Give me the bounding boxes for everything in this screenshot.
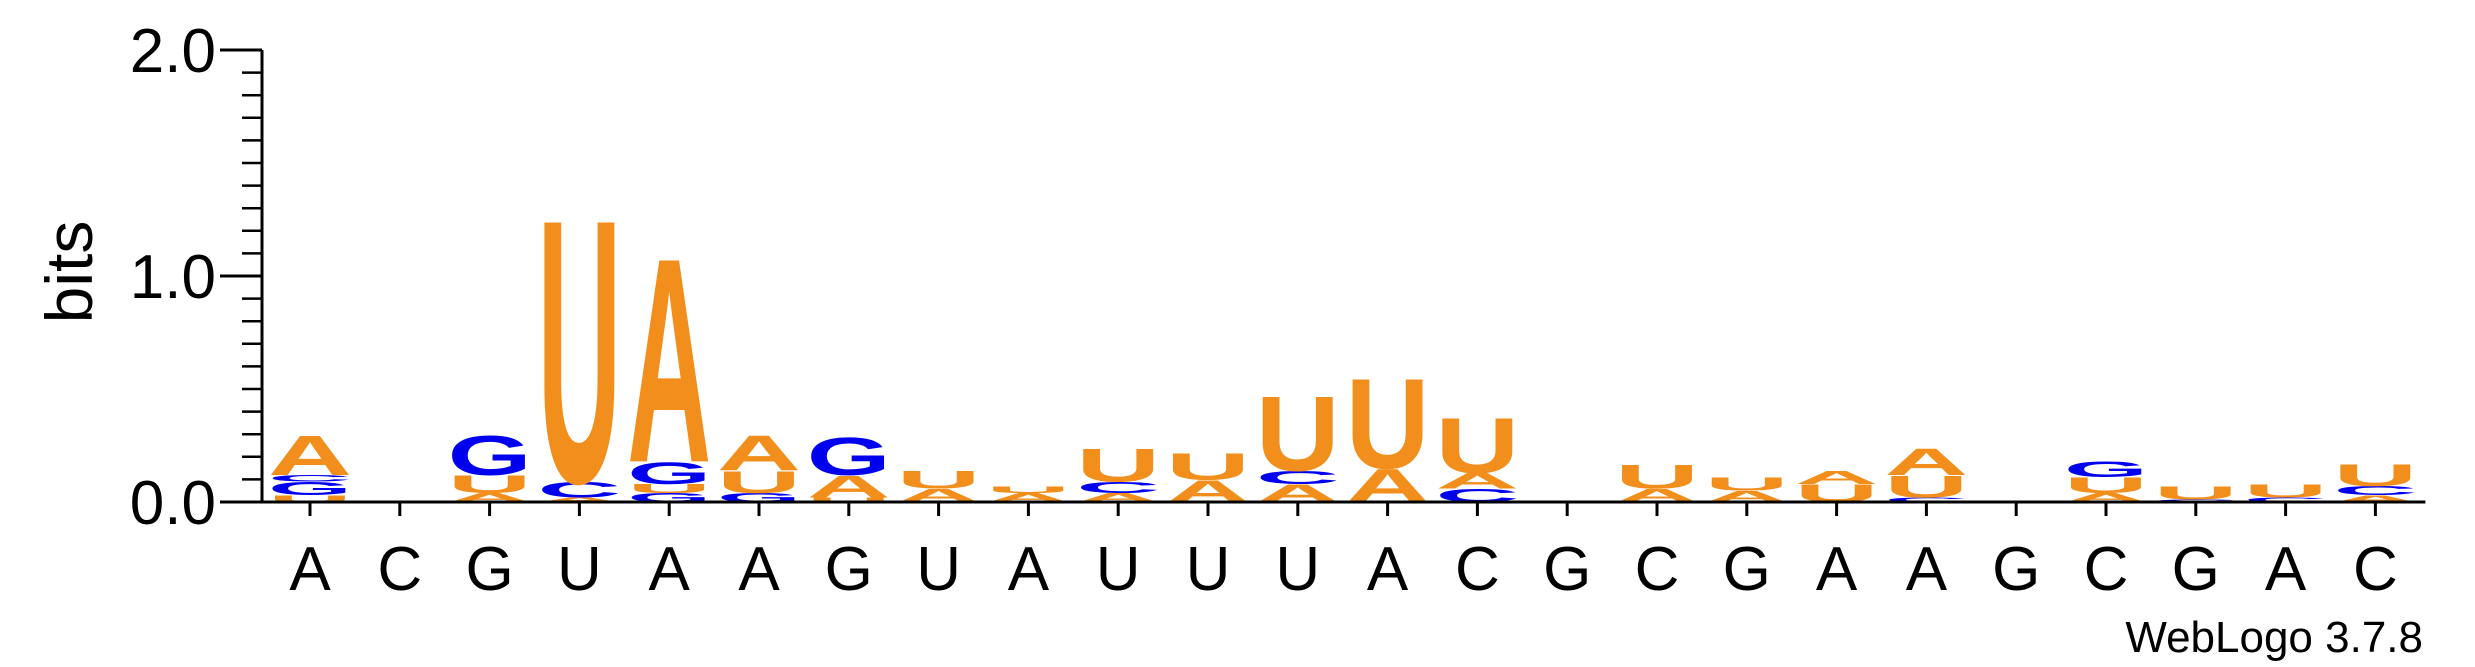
x-tick-label: A	[1816, 535, 1858, 604]
logo-glyph-U: U	[2064, 473, 2148, 498]
logo-glyph-U: U	[1076, 439, 1160, 492]
y-tick-label: 0.0	[130, 469, 216, 538]
x-tick-label: U	[1275, 535, 1320, 604]
logo-glyph-U: U	[1884, 469, 1968, 504]
x-tick-label: U	[557, 535, 602, 604]
x-tick-label: C	[1455, 535, 1500, 604]
logo-glyph-U: U	[2333, 458, 2417, 493]
x-tick-label: U	[916, 535, 961, 604]
y-axis-label: bits	[32, 221, 106, 324]
logo-glyph-A: A	[807, 469, 891, 504]
logo-glyph-C: C	[2333, 484, 2417, 498]
logo-glyph-U: U	[1346, 352, 1430, 496]
y-tick-label: 2.0	[130, 17, 216, 86]
x-tick-label: C	[2353, 535, 2398, 604]
logo-glyph-U: U	[807, 496, 891, 503]
logo-glyph-U: U	[1615, 457, 1699, 496]
logo-glyph-U: U	[717, 465, 801, 500]
logo-axes: 0.01.02.0A C G U A A G U A U U U A C G C G A A G C G A C	[130, 17, 2426, 604]
x-tick-label: G	[2172, 535, 2220, 604]
logo-glyph-A: A	[537, 496, 621, 503]
x-tick-label: U	[1096, 535, 1141, 604]
logo-glyph-U: U	[986, 485, 1070, 495]
logo-glyph-A: A	[627, 199, 711, 525]
logo-glyph-C: C	[1076, 479, 1160, 497]
logo-glyph-U: U	[537, 142, 621, 562]
logo-glyph-U: U	[1256, 374, 1340, 494]
x-tick-label: A	[2265, 535, 2307, 604]
x-tick-label: A	[1367, 535, 1409, 604]
x-tick-label: U	[1186, 535, 1231, 604]
logo-glyph-G: G	[448, 424, 532, 487]
logo-glyph-A: A	[1884, 441, 1968, 483]
x-tick-label: A	[1906, 535, 1948, 604]
x-tick-label: G	[465, 535, 513, 604]
x-tick-label: A	[1008, 535, 1050, 604]
y-tick-label: 1.0	[130, 243, 216, 312]
logo-glyph-C: C	[1256, 467, 1340, 488]
logo-glyph-G: G	[2064, 457, 2148, 482]
x-tick-label: G	[825, 535, 873, 604]
logo-glyph-C: C	[2244, 496, 2328, 503]
x-tick-label: G	[1543, 535, 1591, 604]
x-tick-label: G	[1723, 535, 1771, 604]
weblogo-version-label: WebLogo 3.7.8	[2125, 613, 2423, 662]
x-tick-label: C	[377, 535, 422, 604]
x-tick-label: C	[1635, 535, 1680, 604]
logo-glyph-U: U	[1166, 446, 1250, 488]
logo-glyph-G: G	[627, 455, 711, 490]
logo-glyph-A: A	[268, 424, 352, 487]
x-tick-label: C	[2084, 535, 2129, 604]
logo-glyph-U: U	[268, 494, 352, 504]
logo-glyph-U: U	[1705, 474, 1789, 495]
logo-glyph-U: U	[448, 470, 532, 498]
logo-glyph-A: A	[2333, 494, 2417, 504]
logo-glyph-U: U	[1435, 402, 1519, 490]
logo-glyph-A: A	[717, 425, 801, 481]
logo-glyph-C: C	[1884, 496, 1968, 503]
logo-glyph-A: A	[1795, 467, 1879, 488]
x-tick-label: A	[738, 535, 780, 604]
logo-glyph-U: U	[627, 482, 711, 496]
x-tick-label: A	[289, 535, 331, 604]
logo-glyph-G: G	[807, 427, 891, 487]
logo-glyph-G: G	[268, 478, 352, 499]
x-tick-label: A	[649, 535, 691, 604]
logo-glyph-U: U	[897, 466, 981, 494]
logo-glyph-U: U	[2244, 481, 2328, 502]
logo-glyph-U: U	[2154, 483, 2238, 504]
x-tick-label: G	[1992, 535, 2040, 604]
logo-glyph-C: C	[268, 473, 352, 483]
logo-glyph-C: C	[537, 478, 621, 503]
logo-glyph-A: A	[1435, 468, 1519, 493]
